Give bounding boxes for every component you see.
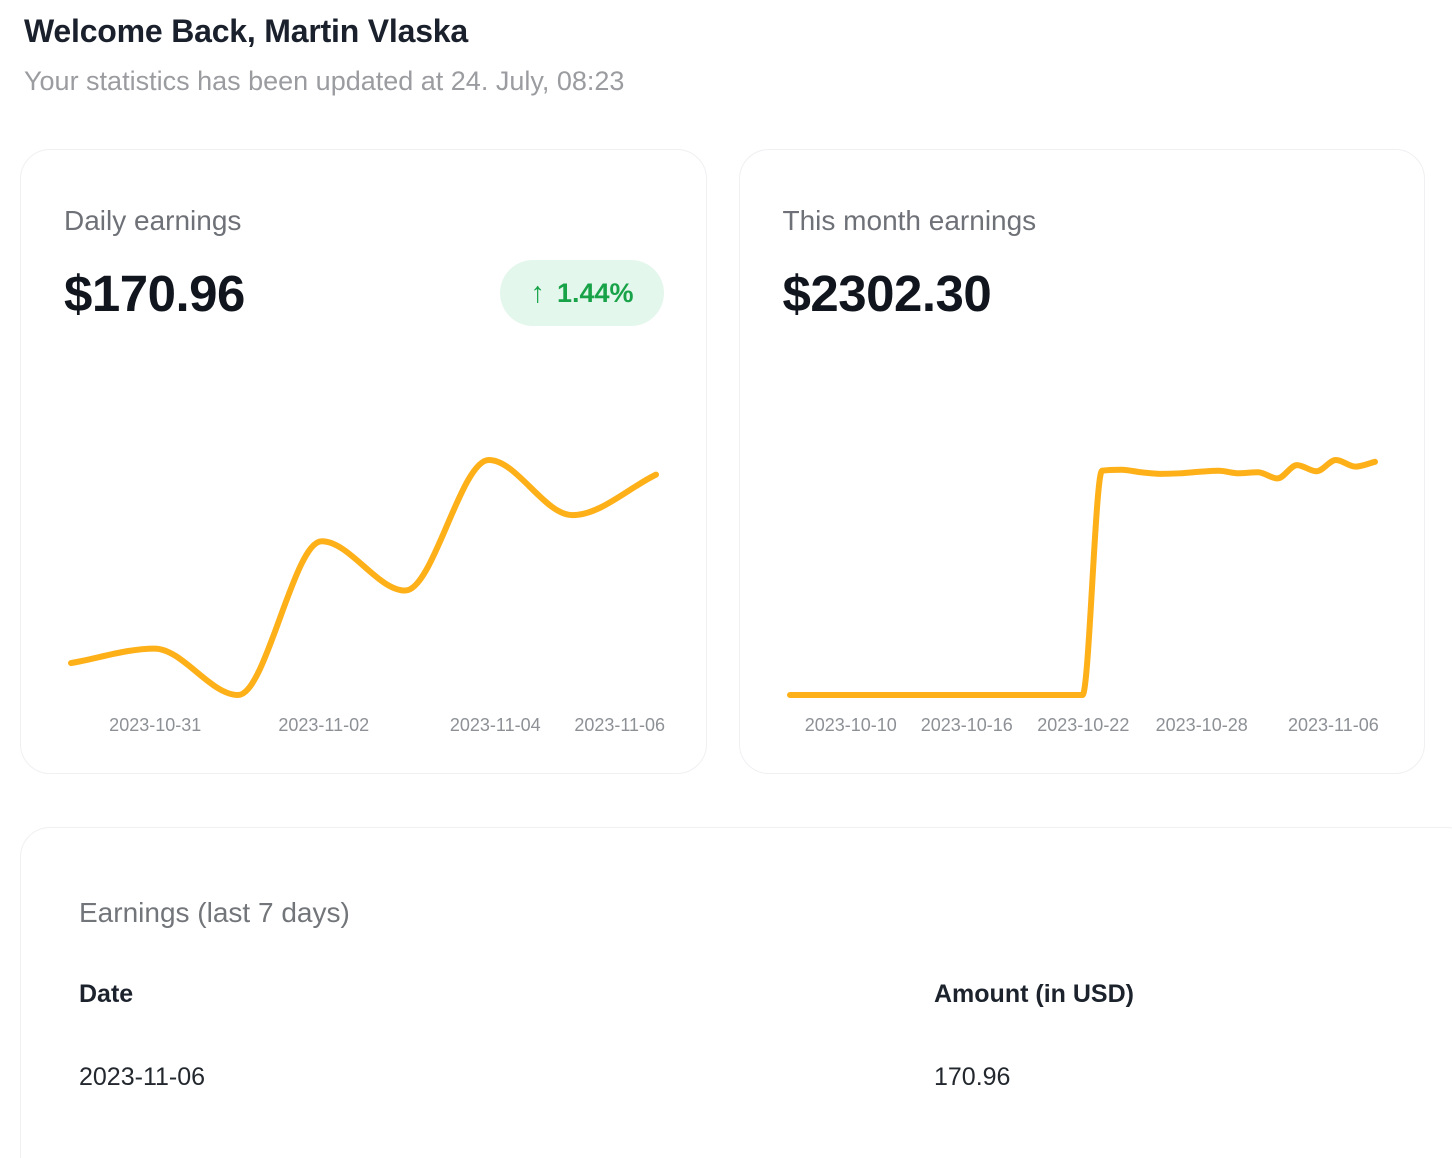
daily-earnings-line — [68, 457, 659, 698]
page-header: Welcome Back, Martin Vlaska Your statist… — [0, 0, 1452, 98]
x-tick-label: 2023-11-04 — [449, 715, 541, 735]
x-tick-label: 2023-10-16 — [920, 715, 1013, 735]
daily-chart-x-axis: 2023-10-31 2023-11-02 2023-11-04 2023-11-06 — [61, 715, 665, 739]
x-tick-label: 2023-11-02 — [278, 715, 370, 735]
x-tick-label: 2023-10-10 — [804, 715, 897, 735]
x-tick-label: 2023-11-06 — [1287, 715, 1379, 735]
month-earnings-title: This month earnings — [782, 205, 1037, 236]
daily-earnings-title: Daily earnings — [64, 205, 242, 236]
daily-change-badge: ↑ 1.44% — [500, 260, 664, 326]
daily-earnings-value-row: $170.96 ↑ 1.44% — [64, 260, 664, 326]
daily-earnings-value: $170.96 — [64, 264, 245, 322]
month-earnings-value-row: $2302.30 — [783, 260, 1383, 326]
column-header-date: Date — [79, 980, 134, 1008]
table-cell-date: 2023-11-06 — [79, 1063, 206, 1091]
x-tick-label: 2023-10-22 — [1037, 715, 1130, 735]
column-header-amount: Amount (in USD) — [934, 980, 1134, 1008]
table-header-row: Date Amount (in USD) — [79, 980, 1452, 1009]
month-earnings-chart[interactable] — [780, 450, 1384, 700]
table-cell-amount: 170.96 — [934, 1063, 1011, 1091]
daily-change-percent: 1.44% — [556, 277, 634, 308]
daily-earnings-chart[interactable] — [61, 450, 665, 700]
this-month-earnings-line — [786, 457, 1378, 698]
table-body: 2023-11-06 170.96 — [21, 1063, 1452, 1092]
daily-earnings-card: Daily earnings $170.96 ↑ 1.44% 2023-10-3… — [20, 149, 707, 774]
earnings-table-title: Earnings (last 7 days) — [79, 897, 350, 928]
x-tick-label: 2023-10-28 — [1155, 715, 1248, 735]
table-row: 2023-11-06 170.96 — [79, 1063, 1452, 1092]
x-tick-label: 2023-11-06 — [574, 715, 666, 735]
earnings-table-card: Earnings (last 7 days) Date Amount (in U… — [20, 827, 1452, 1158]
month-chart-x-axis: 2023-10-10 2023-10-16 2023-10-22 2023-10-28… — [780, 715, 1384, 739]
page-subtitle: Your statistics has been updated at 24. … — [24, 66, 625, 96]
month-earnings-value: $2302.30 — [782, 264, 992, 322]
arrow-up-icon: ↑ — [530, 276, 545, 309]
x-tick-label: 2023-10-31 — [109, 715, 202, 735]
dashboard-main: Daily earnings $170.96 ↑ 1.44% 2023-10-3… — [0, 149, 1452, 1158]
month-earnings-card: This month earnings $2302.30 2023-10-10 2… — [738, 149, 1425, 774]
stat-cards-row: Daily earnings $170.96 ↑ 1.44% 2023-10-3… — [0, 149, 1452, 774]
page-title: Welcome Back, Martin Vlaska — [24, 13, 468, 49]
